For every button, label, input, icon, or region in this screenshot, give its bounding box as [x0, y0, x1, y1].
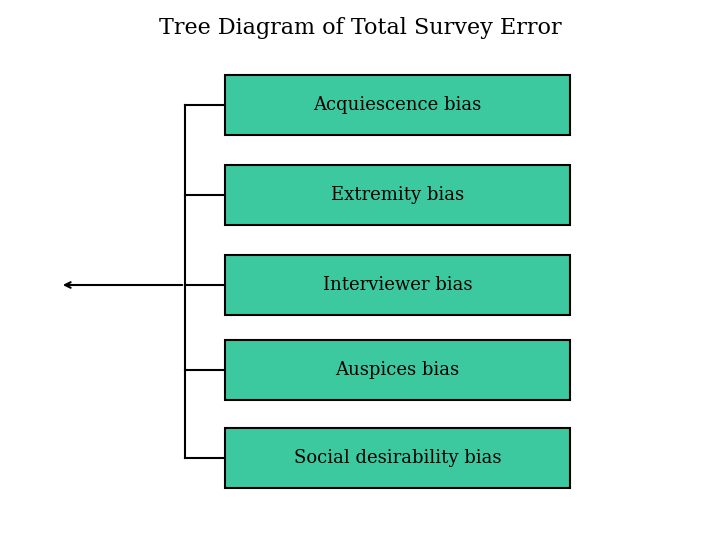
Bar: [225, 75, 570, 135]
Bar: [225, 428, 570, 488]
Text: Acquiescence bias: Acquiescence bias: [313, 96, 482, 114]
Bar: [225, 165, 570, 225]
Bar: [225, 340, 570, 400]
Text: Auspices bias: Auspices bias: [336, 361, 459, 379]
Text: Extremity bias: Extremity bias: [331, 186, 464, 204]
Text: Interviewer bias: Interviewer bias: [323, 276, 472, 294]
Bar: [225, 255, 570, 315]
Text: Tree Diagram of Total Survey Error: Tree Diagram of Total Survey Error: [158, 17, 562, 39]
Text: Social desirability bias: Social desirability bias: [294, 449, 501, 467]
